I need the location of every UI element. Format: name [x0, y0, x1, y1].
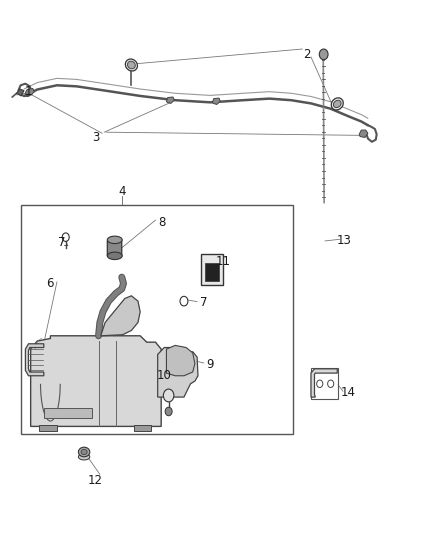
Polygon shape — [158, 348, 198, 397]
Polygon shape — [166, 97, 174, 103]
Text: 14: 14 — [341, 386, 356, 399]
Polygon shape — [212, 98, 220, 104]
Text: 8: 8 — [159, 216, 166, 229]
Bar — [311, 368, 338, 399]
Circle shape — [319, 49, 328, 60]
Bar — [205, 263, 219, 281]
Text: 4: 4 — [118, 185, 126, 198]
Text: 10: 10 — [157, 369, 172, 382]
Circle shape — [180, 296, 188, 306]
Circle shape — [62, 233, 69, 241]
Text: 7: 7 — [200, 296, 208, 309]
Ellipse shape — [125, 59, 138, 71]
Polygon shape — [17, 89, 24, 96]
Ellipse shape — [127, 61, 135, 69]
Text: 11: 11 — [216, 255, 231, 268]
Ellipse shape — [107, 252, 122, 260]
Text: 12: 12 — [88, 474, 103, 487]
Circle shape — [165, 407, 172, 416]
Circle shape — [328, 380, 334, 387]
Ellipse shape — [333, 100, 341, 108]
Polygon shape — [166, 345, 195, 376]
Polygon shape — [25, 88, 34, 96]
Polygon shape — [107, 239, 122, 258]
Polygon shape — [31, 336, 161, 426]
Circle shape — [317, 380, 323, 387]
Ellipse shape — [81, 449, 87, 455]
Text: 3: 3 — [92, 131, 99, 144]
Bar — [201, 254, 223, 285]
Polygon shape — [134, 425, 151, 431]
Bar — [21, 205, 293, 434]
Circle shape — [163, 389, 174, 402]
Ellipse shape — [78, 454, 90, 460]
Text: 1: 1 — [25, 85, 32, 98]
Ellipse shape — [107, 236, 122, 244]
Text: 2: 2 — [303, 48, 311, 61]
Polygon shape — [44, 408, 92, 418]
Polygon shape — [39, 425, 57, 431]
Text: 7: 7 — [57, 236, 65, 249]
Ellipse shape — [331, 98, 343, 110]
Polygon shape — [311, 369, 337, 397]
Polygon shape — [101, 296, 140, 336]
Text: 6: 6 — [46, 277, 54, 290]
Polygon shape — [25, 344, 44, 376]
Polygon shape — [359, 130, 368, 138]
Text: 9: 9 — [206, 358, 214, 371]
Ellipse shape — [78, 447, 90, 457]
Text: 13: 13 — [336, 235, 351, 247]
